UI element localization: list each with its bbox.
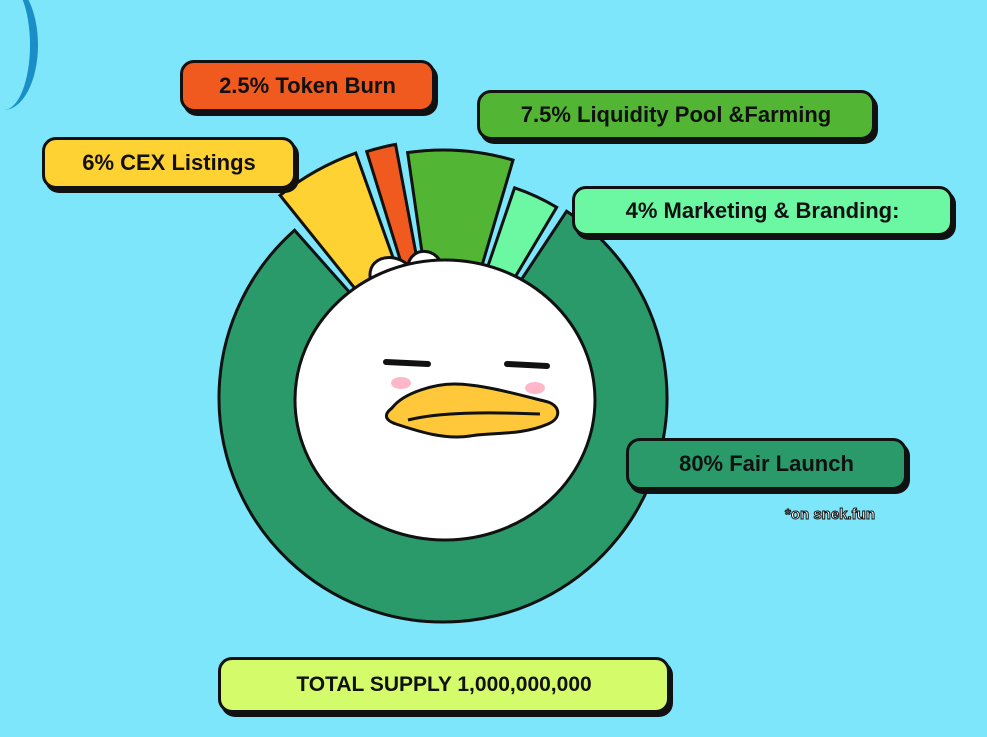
duck-left-eye: [383, 359, 431, 367]
legend-label-marketing: 4% Marketing & Branding:: [572, 186, 953, 236]
duck-right-blush: [525, 382, 545, 394]
legend-label-token-burn: 2.5% Token Burn: [180, 60, 435, 112]
duck-mascot-icon: [293, 249, 597, 542]
duck-left-blush: [391, 377, 411, 389]
legend-label-liquidity-pool: 7.5% Liquidity Pool &Farming: [477, 90, 875, 140]
legend-label-cex-listings: 6% CEX Listings: [42, 137, 296, 189]
duck-beak: [385, 382, 560, 439]
fair-launch-footnote: *on snek.fun: [784, 506, 875, 524]
duck-beak-line: [407, 411, 541, 422]
corner-arc-decoration: [0, 0, 38, 110]
total-supply-label: TOTAL SUPPLY 1,000,000,000: [218, 657, 670, 713]
legend-label-fair-launch: 80% Fair Launch: [626, 438, 907, 490]
duck-right-eye: [504, 361, 550, 369]
